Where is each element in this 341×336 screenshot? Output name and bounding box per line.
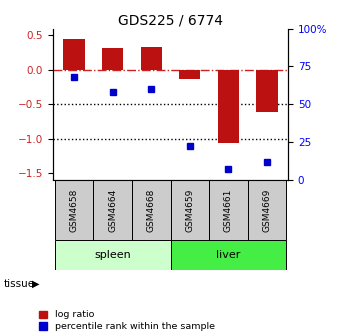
FancyBboxPatch shape (170, 240, 286, 270)
FancyBboxPatch shape (93, 180, 132, 240)
Text: tissue: tissue (3, 279, 34, 289)
FancyBboxPatch shape (132, 180, 170, 240)
FancyBboxPatch shape (55, 240, 170, 270)
Bar (63, 39, 85, 70)
Text: GSM4658: GSM4658 (70, 188, 78, 232)
Title: GDS225 / 6774: GDS225 / 6774 (118, 13, 223, 28)
Text: liver: liver (216, 250, 240, 260)
Bar (179, 70, 201, 79)
Text: GSM4668: GSM4668 (147, 188, 156, 232)
Text: spleen: spleen (94, 250, 131, 260)
FancyBboxPatch shape (248, 180, 286, 240)
Bar (256, 70, 278, 113)
FancyBboxPatch shape (209, 180, 248, 240)
FancyBboxPatch shape (170, 180, 209, 240)
Text: ▶: ▶ (32, 279, 40, 289)
Bar (102, 48, 123, 70)
Text: GSM4664: GSM4664 (108, 188, 117, 232)
Legend: log ratio, percentile rank within the sample: log ratio, percentile rank within the sa… (39, 310, 215, 331)
Text: GSM4669: GSM4669 (263, 188, 271, 232)
Bar (218, 70, 239, 143)
Text: GSM4661: GSM4661 (224, 188, 233, 232)
FancyBboxPatch shape (55, 180, 93, 240)
Bar (140, 47, 162, 70)
Text: GSM4659: GSM4659 (185, 188, 194, 232)
